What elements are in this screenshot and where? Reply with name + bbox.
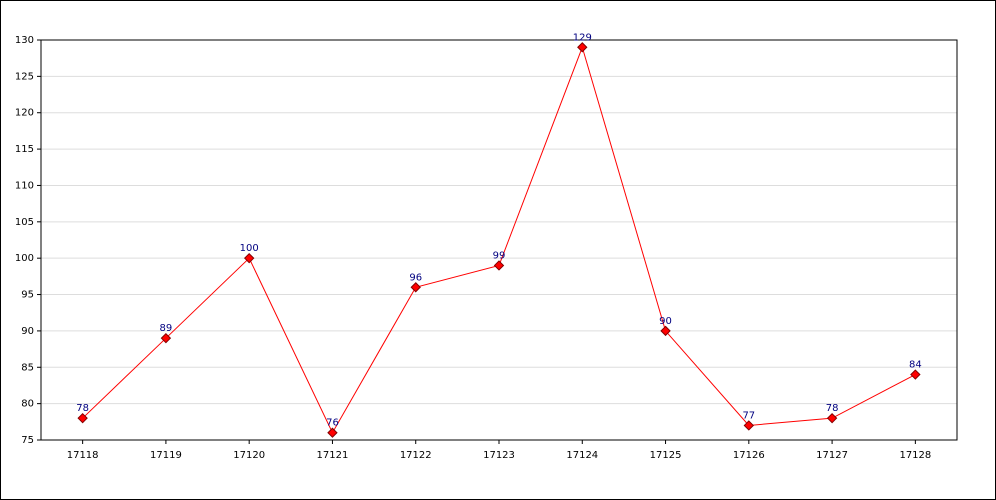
x-tick-label: 17118 [67, 450, 99, 461]
marker [577, 42, 588, 53]
data-label: 76 [326, 418, 339, 429]
marker [910, 369, 921, 380]
x-tick-label: 17124 [566, 450, 598, 461]
y-tick-label: 75 [21, 435, 34, 446]
x-tick-label: 17126 [733, 450, 765, 461]
x-tick-label: 17120 [233, 450, 265, 461]
data-label: 96 [409, 272, 422, 283]
data-label: 89 [160, 323, 173, 334]
marker [493, 260, 505, 271]
y-tick-label: 105 [15, 217, 34, 228]
marker [243, 252, 255, 264]
x-tick-label: 17123 [483, 450, 515, 461]
data-label: 78 [826, 403, 839, 414]
marker [160, 332, 172, 344]
y-tick-label: 90 [21, 326, 34, 337]
marker [410, 282, 421, 293]
x-tick-label: 17121 [317, 450, 349, 461]
data-label: 90 [659, 316, 672, 327]
data-label: 78 [76, 403, 89, 414]
marker [826, 412, 838, 424]
data-label: 84 [909, 360, 922, 371]
y-tick-label: 80 [21, 399, 34, 410]
y-tick-label: 120 [15, 108, 34, 119]
y-tick-label: 85 [21, 362, 34, 373]
data-label: 99 [493, 250, 506, 261]
y-tick-label: 130 [15, 35, 34, 46]
x-tick-label: 17119 [150, 450, 182, 461]
marker [743, 420, 755, 431]
y-tick-label: 110 [15, 180, 34, 191]
data-label: 77 [742, 410, 755, 421]
marker [327, 427, 338, 438]
x-tick-label: 17125 [650, 450, 682, 461]
data-label: 100 [240, 243, 259, 254]
y-tick-label: 115 [15, 144, 34, 155]
y-tick-label: 100 [15, 253, 34, 264]
x-tick-label: 17127 [816, 450, 848, 461]
marker [660, 325, 671, 337]
marker [77, 412, 88, 424]
data-label: 129 [573, 32, 592, 43]
y-tick-label: 95 [21, 290, 34, 301]
x-tick-label: 17122 [400, 450, 432, 461]
x-tick-label: 17128 [899, 450, 931, 461]
y-tick-label: 125 [15, 71, 34, 82]
